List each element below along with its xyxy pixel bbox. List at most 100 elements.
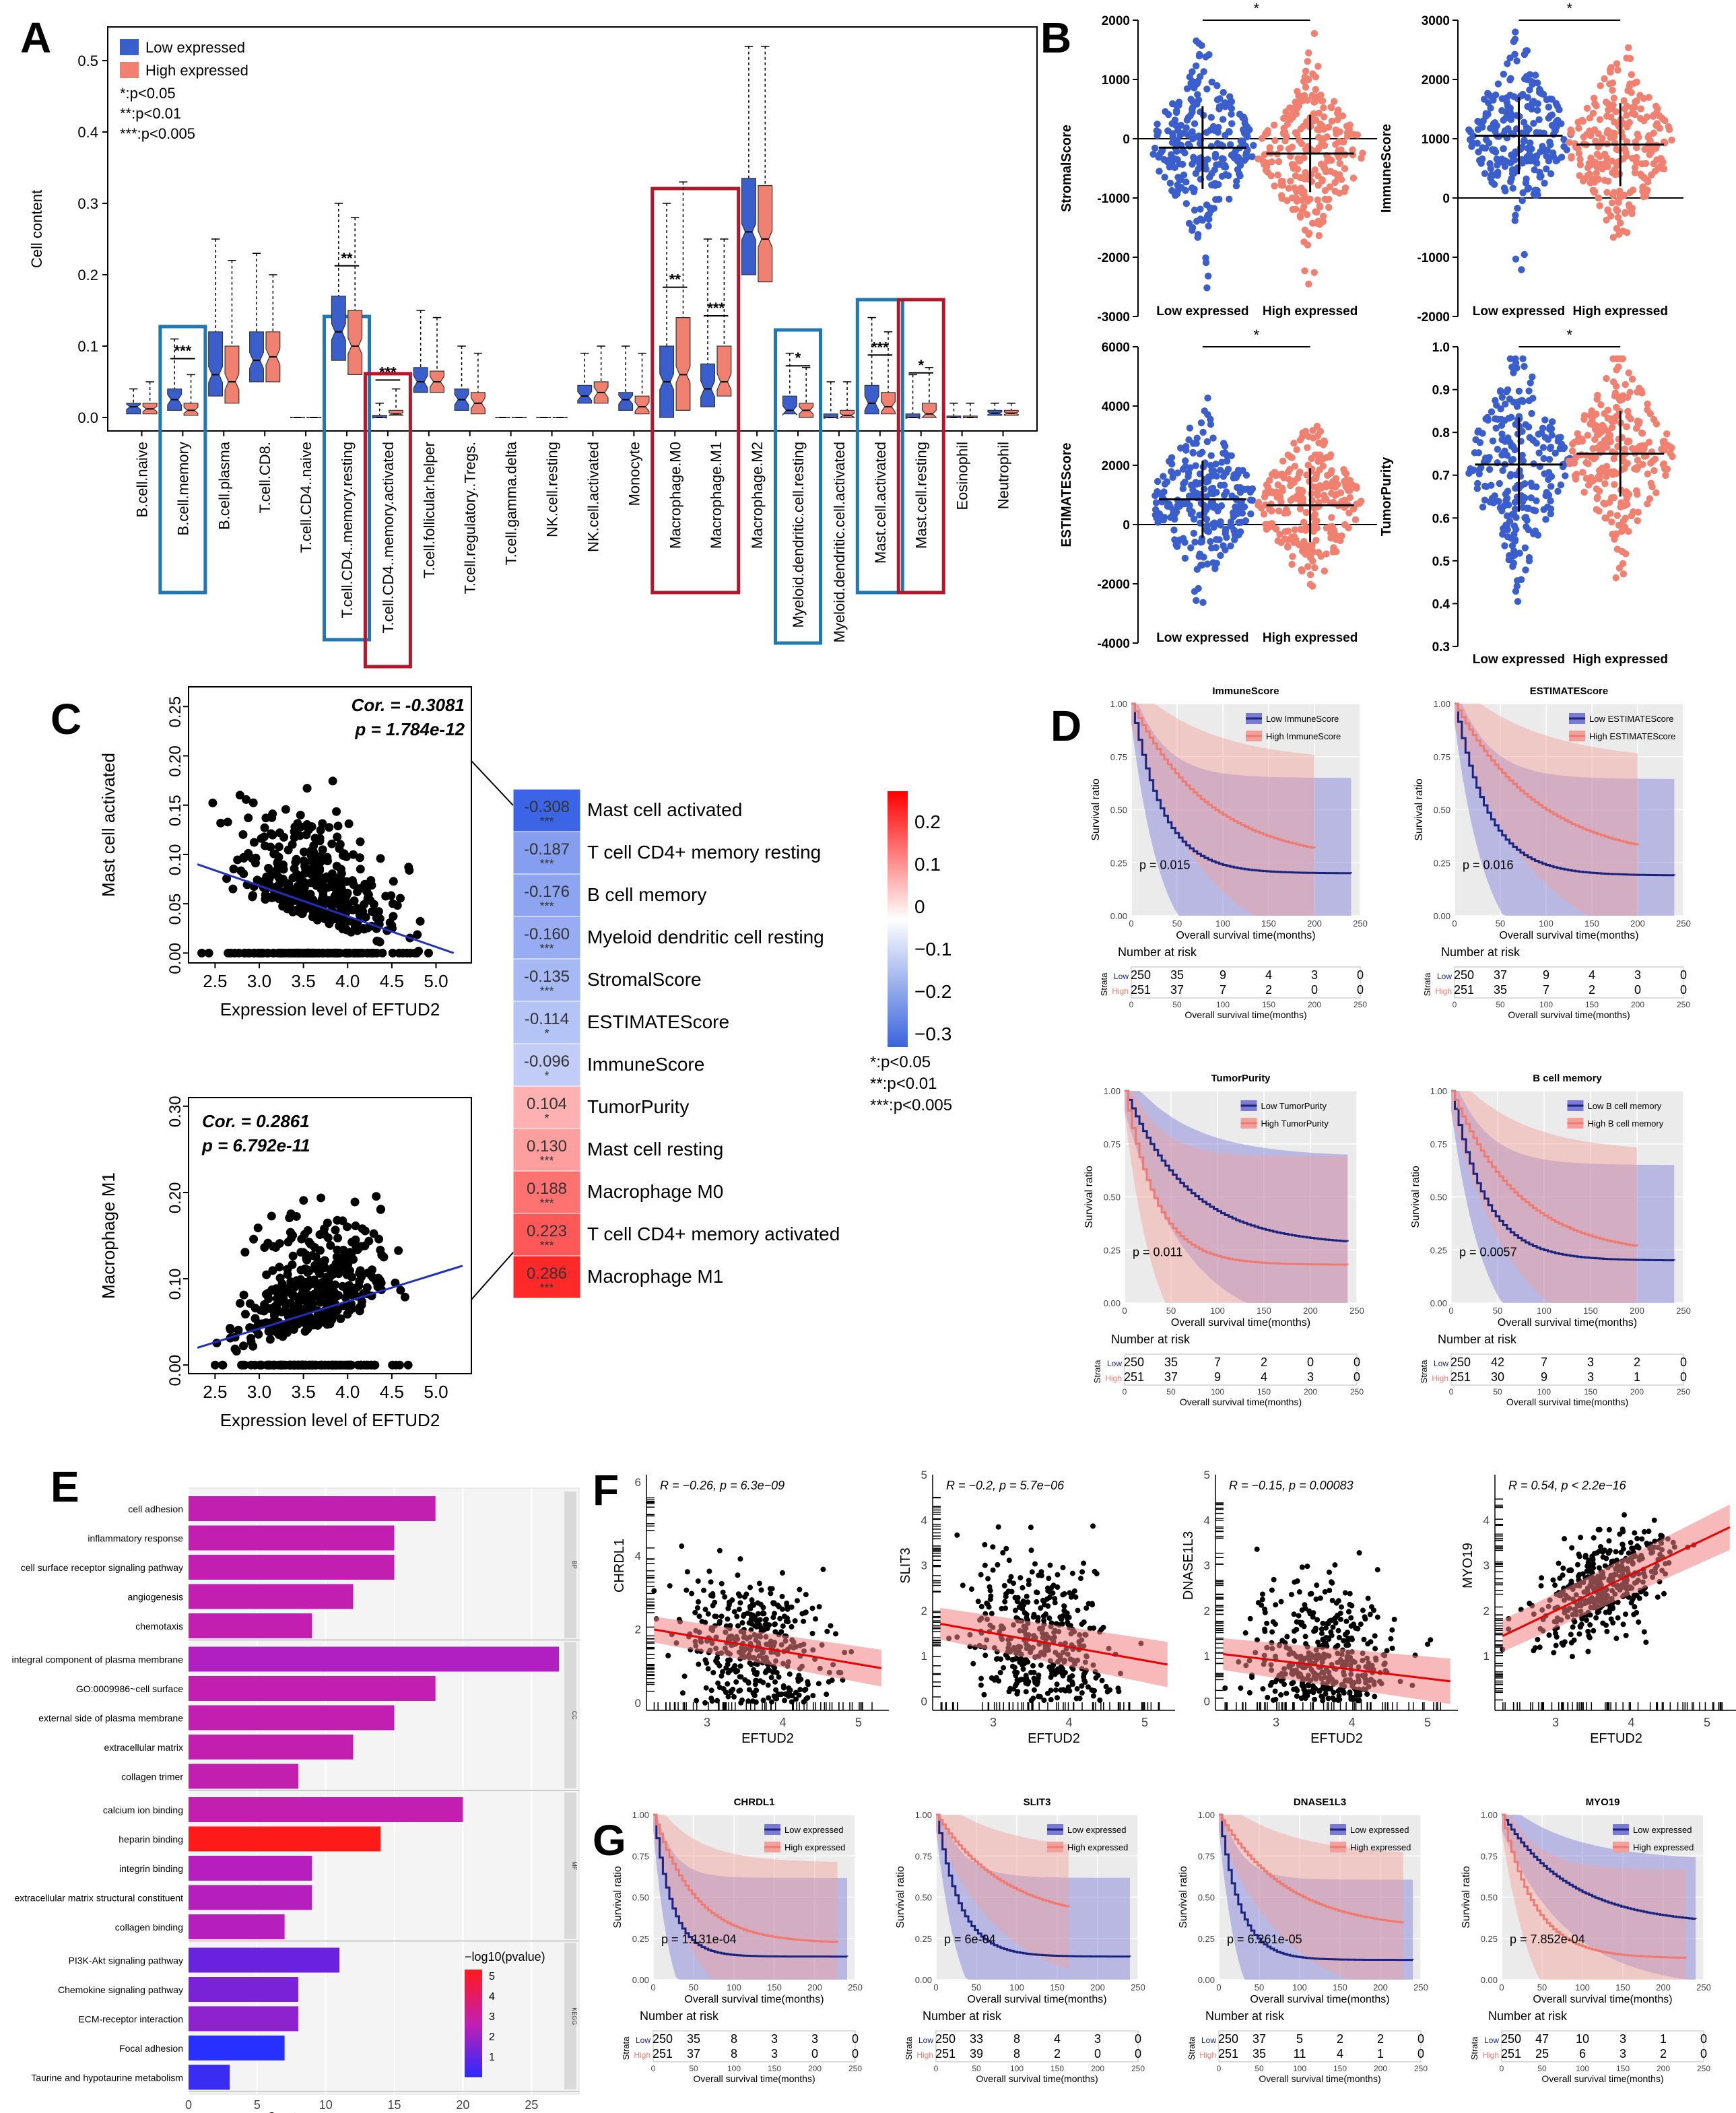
data-point [1321,135,1328,142]
data-point [1182,200,1190,207]
data-point [1543,165,1550,172]
data-point [1235,504,1243,512]
data-point [1609,234,1617,241]
data-point [275,828,284,838]
data-point [774,1669,780,1675]
data-point [754,1687,760,1693]
data-point [978,1603,984,1609]
heatmap-value: -0.096 [524,1052,570,1071]
data-point [1294,131,1301,139]
data-point [1512,255,1520,263]
box-high [758,185,773,283]
x-tick-label: Eosinophil [954,442,971,510]
data-point [1535,116,1543,123]
data-point [1644,133,1652,141]
data-point [1349,174,1358,182]
strata-low-label: Low [1437,972,1452,981]
data-point [1090,1523,1096,1529]
data-point [1492,424,1500,432]
x-tick-label: 2.5 [203,1382,227,1402]
data-point [1028,1669,1034,1675]
data-point [344,1360,354,1370]
bar [189,1676,436,1701]
panel-d-survival: 0.000.250.500.751.000 50 100 150 200 250Overa… [1410,1073,1691,1407]
data-point [315,1246,325,1255]
data-point [296,810,305,819]
data-point [719,1673,725,1679]
data-point [1199,561,1206,569]
data-point [995,1524,1001,1530]
data-point [1191,120,1199,127]
data-point [1284,468,1292,476]
colorbar-tick-label: 4 [489,1991,495,2003]
data-point [1518,451,1526,459]
data-point [1268,520,1275,527]
data-point [1613,413,1620,420]
data-point [1001,1665,1007,1671]
data-point [1603,473,1610,480]
data-point [348,906,358,915]
data-point [1345,509,1353,516]
bar [189,1914,285,1939]
strata-label: Strata [1092,1360,1102,1383]
data-point [343,1287,352,1297]
data-point [1242,517,1250,525]
data-point [1079,1683,1085,1689]
data-point [1613,207,1622,215]
survival-curve-high [1451,1089,1638,1247]
data-point [1303,471,1310,479]
data-point [1650,129,1657,137]
data-point [322,1298,331,1307]
data-point [1293,446,1300,454]
data-point [1189,78,1197,86]
data-point [255,1360,265,1370]
data-point [1547,510,1555,518]
x-axis-label: Overall survival time(months) [1184,1009,1306,1020]
data-point [1220,88,1227,96]
heatmap-cell [512,873,581,917]
data-point [746,1687,752,1693]
strata-low-label: Low [1107,1359,1122,1368]
x-tick-label: 250 [1349,1306,1364,1316]
data-point [323,852,332,862]
x-axis-label: Expression level of EFTUD2 [220,999,440,1019]
data-point [1590,411,1597,420]
data-point [424,948,433,958]
data-point [1297,185,1305,192]
data-point [1613,145,1620,153]
data-point [789,1623,795,1630]
colorbar-tick-label: −0.3 [914,1024,952,1044]
data-point [772,1621,778,1628]
y-axis-label: Survival ratio [1410,1166,1422,1228]
data-point [1149,150,1157,158]
data-point [1508,457,1515,464]
data-point [1308,582,1316,590]
x-tick-label: 10 [319,2098,333,2112]
data-point [1629,187,1637,194]
data-point [826,1679,832,1685]
data-point [1031,1675,1037,1681]
data-point [768,1590,774,1597]
data-point [803,1592,809,1598]
survival-curve-low [1125,1089,1349,1242]
x-tick-label: 3 [990,1716,997,1729]
data-point [1486,160,1494,168]
data-point [300,882,309,892]
data-point [291,858,300,867]
data-point [1580,412,1589,420]
data-point [762,1621,768,1628]
data-point [1261,493,1269,501]
survival-curve-low [1451,1089,1675,1262]
x-tick-label: T.cell.CD4..naive [298,442,314,553]
panel-d-survival: 0.000.250.500.751.000 50 100 150 200 250Overa… [1413,685,1691,1020]
data-point [1490,497,1497,504]
data-point [1284,527,1292,535]
data-point [1527,494,1535,502]
fit-line [653,1628,882,1669]
x-axis-label: Overall survival time(months) [1180,1397,1302,1407]
heatmap-cell [512,1170,581,1214]
data-point [706,1568,712,1574]
x-tick-label: Mast.cell.activated [872,442,889,564]
data-point [1182,442,1190,450]
data-point [1328,117,1336,125]
